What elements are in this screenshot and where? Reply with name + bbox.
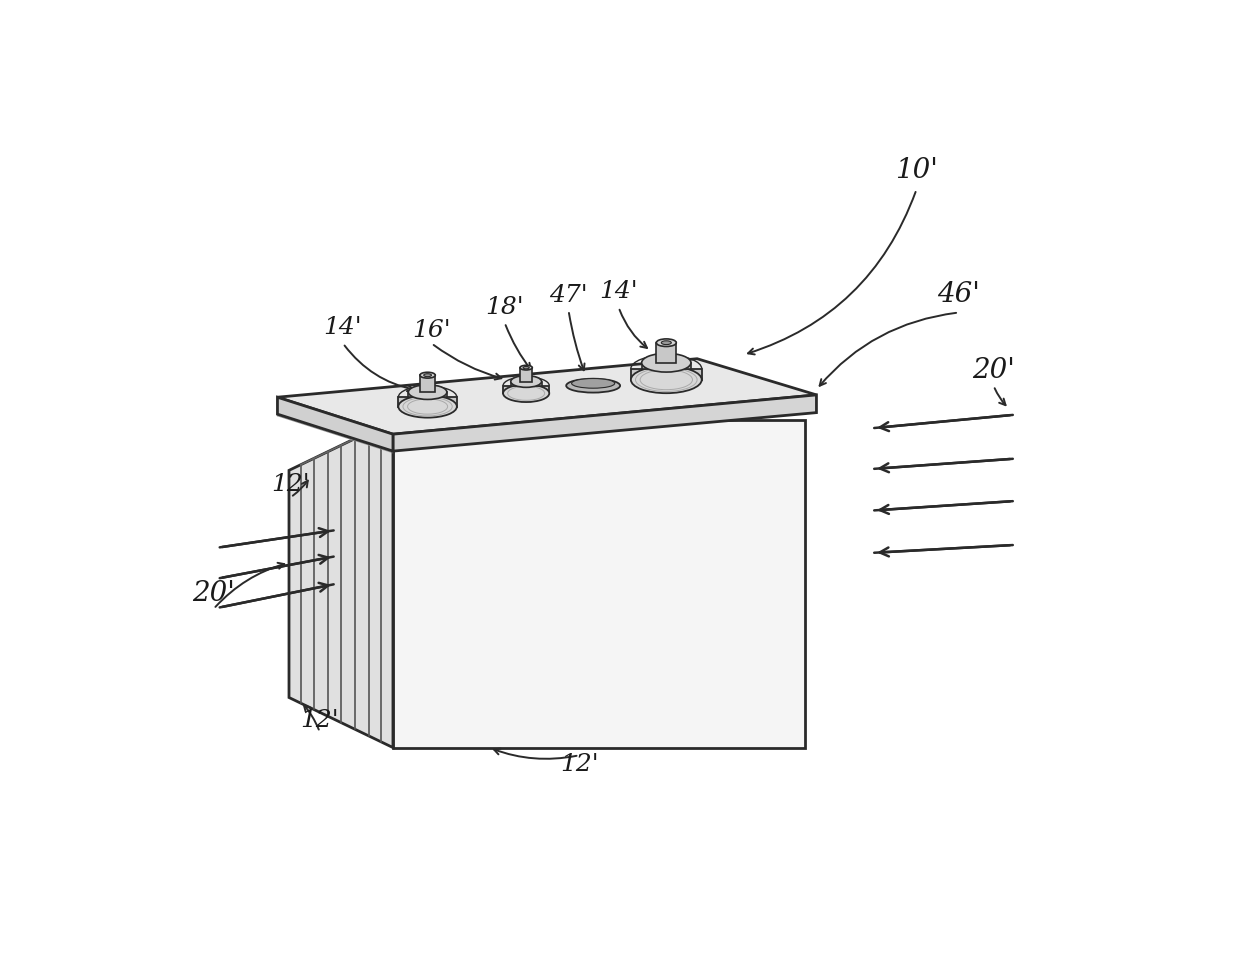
Ellipse shape <box>661 341 671 345</box>
Text: 14': 14' <box>599 280 637 303</box>
Polygon shape <box>656 343 676 363</box>
Polygon shape <box>398 397 456 407</box>
Ellipse shape <box>511 376 542 387</box>
Polygon shape <box>420 376 435 392</box>
Polygon shape <box>641 363 691 369</box>
Polygon shape <box>278 359 816 435</box>
Text: 18': 18' <box>485 295 525 318</box>
Ellipse shape <box>523 367 529 369</box>
Ellipse shape <box>572 378 615 388</box>
Ellipse shape <box>631 366 702 393</box>
Polygon shape <box>631 369 702 379</box>
Polygon shape <box>503 385 549 393</box>
Polygon shape <box>511 381 542 385</box>
Text: 16': 16' <box>412 318 451 342</box>
Ellipse shape <box>641 353 691 372</box>
Text: 46': 46' <box>937 282 981 308</box>
Ellipse shape <box>520 365 532 370</box>
Text: 12': 12' <box>300 710 339 732</box>
Polygon shape <box>520 368 532 381</box>
Polygon shape <box>289 420 393 747</box>
Ellipse shape <box>567 378 620 393</box>
Polygon shape <box>278 397 393 451</box>
Text: 14': 14' <box>324 317 362 340</box>
Text: 12': 12' <box>560 753 599 776</box>
Ellipse shape <box>420 373 435 378</box>
Ellipse shape <box>398 395 456 417</box>
Ellipse shape <box>503 384 549 402</box>
Polygon shape <box>393 395 816 451</box>
Ellipse shape <box>656 339 676 347</box>
Text: 10': 10' <box>895 157 937 184</box>
Polygon shape <box>408 392 446 397</box>
Text: 12': 12' <box>272 472 310 496</box>
Text: 20': 20' <box>972 357 1016 383</box>
Text: 47': 47' <box>549 284 588 307</box>
Text: 20': 20' <box>192 580 234 607</box>
Ellipse shape <box>424 374 432 377</box>
Ellipse shape <box>408 385 446 400</box>
Polygon shape <box>393 420 805 747</box>
